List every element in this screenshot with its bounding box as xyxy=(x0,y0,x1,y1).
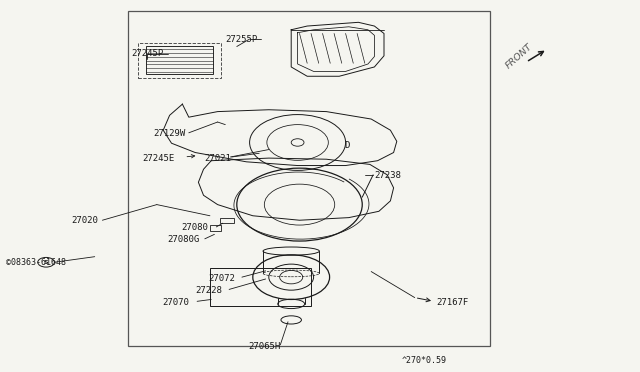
Text: 27065H: 27065H xyxy=(248,342,280,351)
Text: 27070: 27070 xyxy=(162,298,189,307)
Text: 27129W: 27129W xyxy=(154,129,186,138)
Text: 27245P: 27245P xyxy=(131,49,163,58)
Text: 27080: 27080 xyxy=(181,223,208,232)
Bar xyxy=(146,46,213,74)
Text: FRONT: FRONT xyxy=(504,42,534,71)
Bar xyxy=(128,11,490,346)
Text: 27167F: 27167F xyxy=(436,298,468,307)
Text: 27080G: 27080G xyxy=(168,235,200,244)
Bar xyxy=(220,218,234,223)
Text: 27072: 27072 xyxy=(208,274,235,283)
Text: 27245E: 27245E xyxy=(142,154,174,163)
Bar xyxy=(210,225,221,231)
Text: 27238: 27238 xyxy=(374,171,401,180)
Text: D: D xyxy=(344,141,349,150)
Text: 27020: 27020 xyxy=(72,216,99,225)
Text: S: S xyxy=(44,260,49,265)
Bar xyxy=(210,268,311,306)
Text: ©08363-61648: ©08363-61648 xyxy=(6,258,67,267)
Text: ^270*0.59: ^270*0.59 xyxy=(402,356,447,365)
Bar xyxy=(138,43,221,78)
Text: 27255P: 27255P xyxy=(225,35,257,44)
Text: 27228: 27228 xyxy=(195,286,222,295)
Text: 27021: 27021 xyxy=(205,154,232,163)
